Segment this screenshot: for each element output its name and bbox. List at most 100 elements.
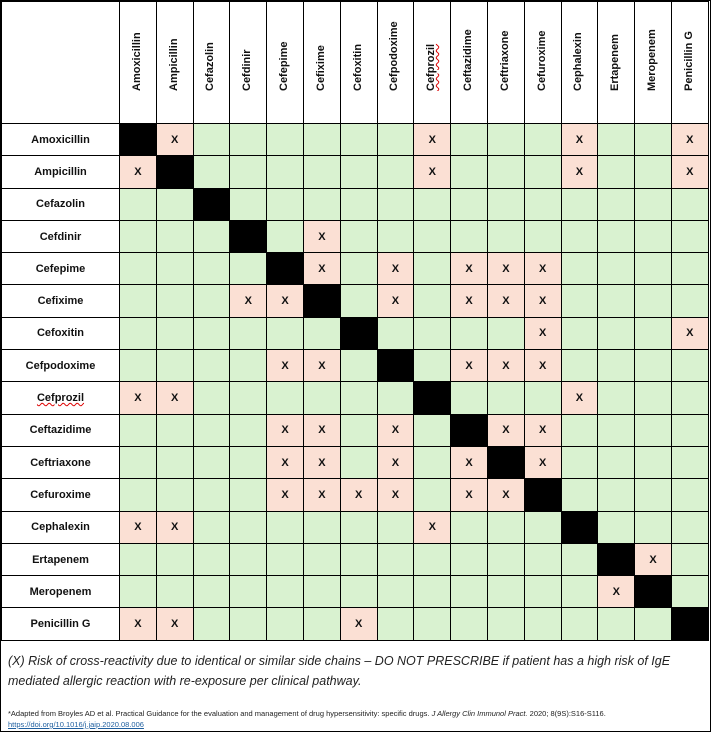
table-row: Ceftazidime X X X X X — [1, 413, 709, 447]
safe-cell — [523, 607, 562, 641]
safe-cell — [376, 122, 415, 157]
safe-cell — [302, 607, 341, 641]
row-header-penicillin-g: Penicillin G — [1, 607, 120, 641]
row-header-ampicillin: Ampicillin — [1, 155, 120, 189]
safe-cell — [634, 607, 672, 641]
risk-cell: X — [302, 349, 341, 383]
corner-cell — [1, 1, 120, 124]
row-header-label: Meropenem — [29, 585, 92, 598]
row-header-cefazolin: Cefazolin — [1, 187, 120, 221]
table-row: Ertapenem X — [1, 542, 709, 577]
safe-cell — [155, 252, 194, 286]
safe-cell — [634, 413, 672, 447]
safe-cell — [634, 349, 672, 383]
safe-cell — [560, 542, 599, 577]
risk-cell: X — [119, 607, 157, 641]
column-header-label: Ampicillin — [167, 38, 180, 91]
row-header-label: Cefuroxime — [30, 488, 91, 501]
risk-cell: X — [302, 478, 341, 512]
safe-cell — [339, 219, 378, 254]
risk-cell: X — [266, 445, 304, 480]
safe-cell — [634, 122, 672, 157]
safe-cell — [634, 155, 672, 189]
safe-cell — [155, 187, 194, 221]
safe-cell — [339, 284, 378, 318]
safe-cell — [229, 542, 268, 577]
risk-cell: X — [670, 122, 709, 157]
risk-cell: X — [376, 445, 415, 480]
self-cell — [486, 445, 525, 480]
safe-cell — [192, 349, 231, 383]
safe-cell — [302, 187, 341, 221]
table-row: Cephalexin X X X — [1, 510, 709, 544]
safe-cell — [376, 219, 415, 254]
safe-cell — [119, 478, 157, 512]
safe-cell — [634, 187, 672, 221]
row-header-amoxicillin: Amoxicillin — [1, 122, 120, 157]
safe-cell — [597, 155, 636, 189]
row-header-cefixime: Cefixime — [1, 284, 120, 318]
safe-cell — [229, 316, 268, 351]
self-cell — [634, 575, 672, 609]
risk-cell: X — [670, 316, 709, 351]
safe-cell — [266, 510, 304, 544]
safe-cell — [486, 155, 525, 189]
safe-cell — [266, 316, 304, 351]
column-header-label: Meropenem — [646, 29, 659, 91]
safe-cell — [229, 381, 268, 415]
safe-cell — [413, 349, 452, 383]
risk-cell: X — [119, 510, 157, 544]
table-row: Amoxicillin X X X X — [1, 122, 709, 157]
safe-cell — [634, 478, 672, 512]
table-row: Cefdinir X — [1, 219, 709, 254]
risk-cell: X — [597, 575, 636, 609]
citation-journal: J Allergy Clin Immunol Pract. — [431, 709, 528, 718]
risk-cell: X — [560, 155, 599, 189]
safe-cell — [119, 187, 157, 221]
risk-cell: X — [450, 445, 488, 480]
safe-cell — [450, 381, 488, 415]
safe-cell — [266, 155, 304, 189]
risk-cell: X — [450, 284, 488, 318]
safe-cell — [560, 478, 599, 512]
safe-cell — [597, 349, 636, 383]
risk-cell: X — [486, 349, 525, 383]
safe-cell — [302, 510, 341, 544]
safe-cell — [155, 542, 194, 577]
safe-cell — [597, 381, 636, 415]
row-header-label: Cefixime — [37, 295, 84, 308]
safe-cell — [192, 413, 231, 447]
doi-link[interactable]: https://doi.org/10.1016/j.jaip.2020.08.0… — [8, 720, 144, 729]
row-header-label: Cephalexin — [31, 521, 90, 534]
safe-cell — [376, 155, 415, 189]
safe-cell — [486, 542, 525, 577]
row-header-label: Ampicillin — [34, 165, 87, 178]
safe-cell — [486, 575, 525, 609]
risk-cell: X — [376, 252, 415, 286]
self-cell — [523, 478, 562, 512]
safe-cell — [266, 187, 304, 221]
column-header-cefazolin: Cefazolin — [192, 1, 231, 124]
safe-cell — [376, 607, 415, 641]
row-header-label: Cefpodoxime — [25, 359, 96, 372]
safe-cell — [450, 155, 488, 189]
row-header-cefuroxime: Cefuroxime — [1, 478, 120, 512]
safe-cell — [560, 413, 599, 447]
safe-cell — [229, 575, 268, 609]
safe-cell — [597, 445, 636, 480]
table-row: Cefepime X X X X X — [1, 252, 709, 286]
safe-cell — [302, 575, 341, 609]
column-header-label: Cefoxitin — [351, 43, 364, 91]
table-row: Ceftriaxone X X X X X — [1, 445, 709, 480]
safe-cell — [597, 510, 636, 544]
safe-cell — [192, 607, 231, 641]
risk-cell: X — [486, 413, 525, 447]
safe-cell — [634, 510, 672, 544]
safe-cell — [192, 316, 231, 351]
safe-cell — [523, 122, 562, 157]
safe-cell — [486, 510, 525, 544]
safe-cell — [670, 413, 709, 447]
risk-cell: X — [155, 607, 194, 641]
row-header-label: Cefoxitin — [36, 327, 85, 340]
safe-cell — [266, 122, 304, 157]
